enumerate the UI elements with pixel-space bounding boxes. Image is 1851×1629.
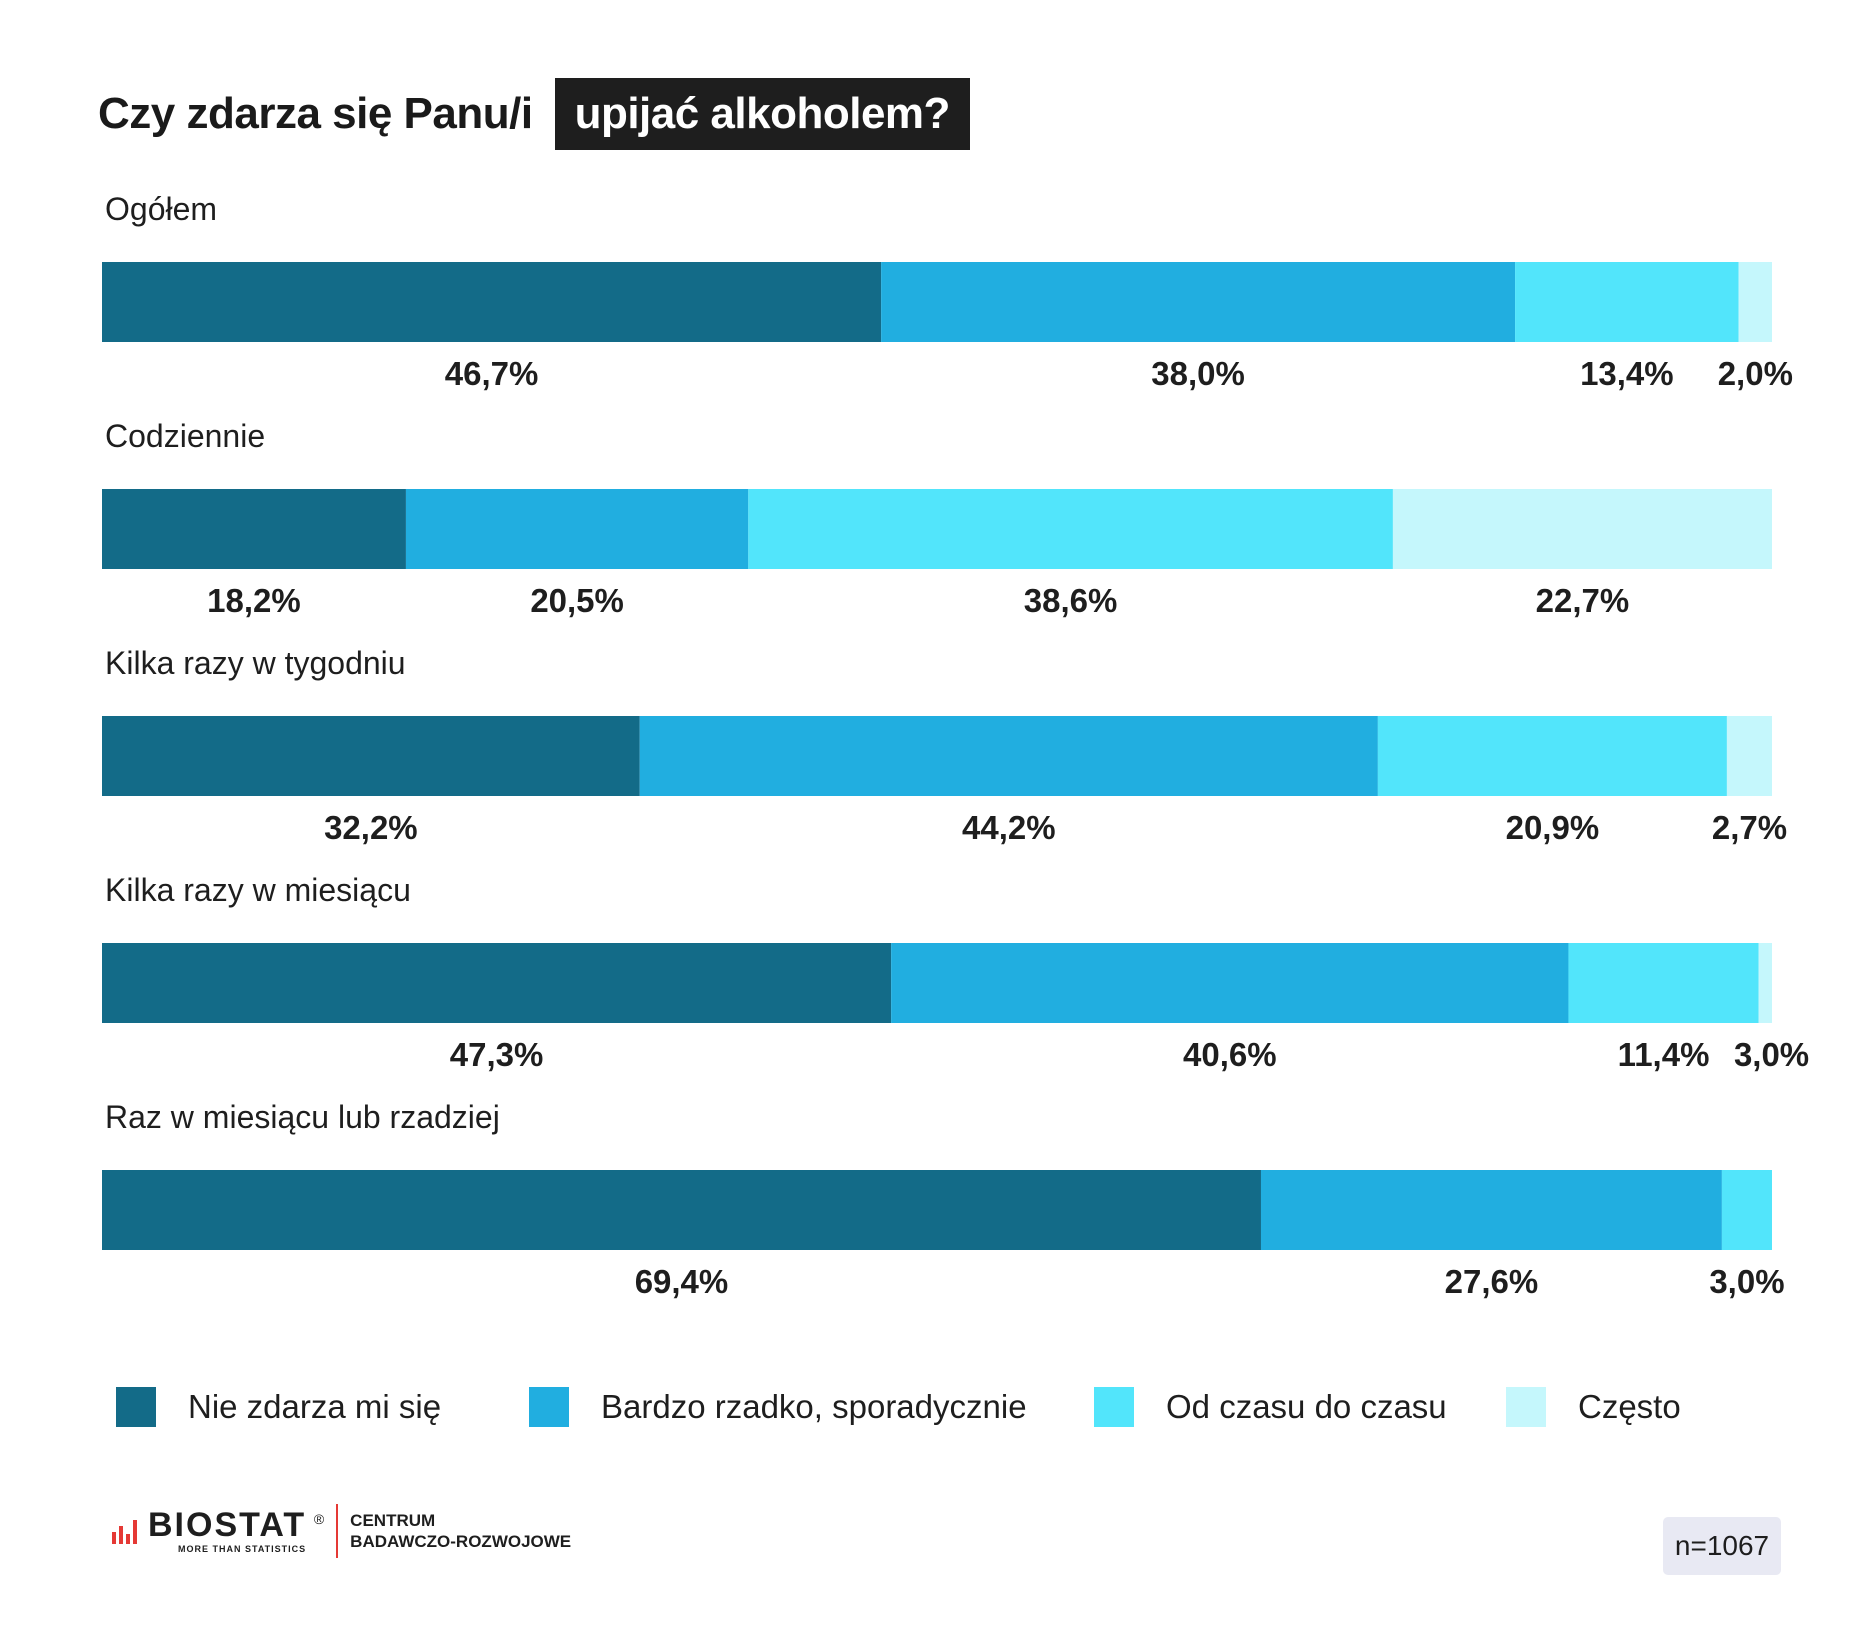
biostat-logo: BIOSTAT ® MORE THAN STATISTICS CENTRUM B… [112, 1500, 571, 1562]
bar-segment-codziennie-0 [102, 489, 406, 569]
legend-swatch-od-czasu [1094, 1387, 1134, 1427]
legend-swatch-czesto [1506, 1387, 1546, 1427]
stacked-bar-chart: Ogółem 46,7% 38,0% 13,4% 2,0% Codziennie 18,2%… [102, 191, 1809, 1300]
footer-subtitle: CENTRUM BADAWCZO-ROZWOJOWE [350, 1510, 571, 1552]
value-label-og-em-0: 46,7% [445, 355, 539, 392]
bar-segment-kilka-razy-w-miesi-cu-1 [891, 943, 1569, 1023]
bar-chart-icon [112, 1518, 140, 1544]
value-label-kilka-razy-w-tygodniu-3: 2,7% [1712, 809, 1787, 846]
legend-swatch-bardzo-rzadko [529, 1387, 569, 1427]
value-label-kilka-razy-w-miesi-cu-3: 3,0% [1734, 1036, 1809, 1073]
category-label-kilka-razy-w-tygodniu: Kilka razy w tygodniu [105, 645, 406, 681]
value-label-og-em-3: 2,0% [1718, 355, 1793, 392]
bar-segment-og-em-2 [1515, 262, 1739, 342]
legend-item-bardzo-rzadko: Bardzo rzadko, sporadycznie [529, 1384, 1027, 1430]
value-label-codziennie-0: 18,2% [207, 582, 301, 619]
value-label-raz-w-miesi-cu-lub-rzadziej-0: 69,4% [635, 1263, 729, 1300]
footer-subtitle-line2: BADAWCZO-ROZWOJOWE [350, 1532, 572, 1551]
bar-segment-og-em-1 [881, 262, 1516, 342]
value-label-kilka-razy-w-tygodniu-2: 20,9% [1506, 809, 1600, 846]
brand-text: BIOSTAT [148, 1506, 307, 1544]
bar-segment-og-em-0 [102, 262, 882, 342]
category-label-kilka-razy-w-miesi-cu: Kilka razy w miesiącu [105, 872, 411, 908]
value-label-codziennie-1: 20,5% [530, 582, 624, 619]
category-label-raz-w-miesi-cu-lub-rzadziej: Raz w miesiącu lub rzadziej [105, 1099, 500, 1135]
legend-label-bardzo-rzadko: Bardzo rzadko, sporadycznie [601, 1388, 1027, 1425]
bar-segment-kilka-razy-w-tygodniu-1 [639, 716, 1378, 796]
title-highlight: upijać alkoholem? [554, 78, 970, 150]
value-label-codziennie-2: 38,6% [1024, 582, 1118, 619]
legend-item-nie-zdarza: Nie zdarza mi się [116, 1384, 441, 1430]
brand: BIOSTAT ® MORE THAN STATISTICS [148, 1506, 324, 1554]
bar-segment-kilka-razy-w-tygodniu-3 [1726, 716, 1772, 796]
bar-segment-kilka-razy-w-miesi-cu-3 [1758, 943, 1772, 1023]
value-label-og-em-2: 13,4% [1580, 355, 1674, 392]
bar-segment-kilka-razy-w-miesi-cu-0 [102, 943, 892, 1023]
legend-label-od-czasu: Od czasu do czasu [1166, 1388, 1447, 1425]
value-label-codziennie-3: 22,7% [1536, 582, 1630, 619]
bar-segment-raz-w-miesi-cu-lub-rzadziej-1 [1260, 1170, 1722, 1250]
brand-tagline: MORE THAN STATISTICS [178, 1544, 307, 1554]
legend-item-czesto: Często [1506, 1384, 1681, 1430]
value-label-og-em-1: 38,0% [1151, 355, 1245, 392]
footer-divider [336, 1504, 339, 1558]
category-label-og-em: Ogółem [105, 191, 217, 227]
legend-item-od-czasu: Od czasu do czasu [1094, 1384, 1447, 1430]
title-main: Czy zdarza się Panu/i [98, 89, 533, 138]
value-label-kilka-razy-w-miesi-cu-1: 40,6% [1183, 1036, 1277, 1073]
bar-segment-kilka-razy-w-tygodniu-0 [102, 716, 640, 796]
value-label-kilka-razy-w-tygodniu-1: 44,2% [962, 809, 1056, 846]
bar-segment-kilka-razy-w-miesi-cu-2 [1568, 943, 1759, 1023]
legend: Nie zdarza mi się Bardzo rzadko, sporady… [116, 1384, 1766, 1430]
value-label-kilka-razy-w-tygodniu-0: 32,2% [324, 809, 418, 846]
footer-subtitle-line1: CENTRUM [350, 1511, 436, 1530]
legend-label-czesto: Często [1578, 1388, 1681, 1425]
sample-size-badge: n=1067 [1663, 1517, 1781, 1575]
legend-swatch-nie-zdarza [116, 1387, 156, 1427]
brand-name: BIOSTAT ® [148, 1506, 324, 1544]
value-label-kilka-razy-w-miesi-cu-2: 11,4% [1618, 1036, 1710, 1073]
registered-mark: ® [313, 1511, 325, 1527]
value-label-kilka-razy-w-miesi-cu-0: 47,3% [450, 1036, 544, 1073]
bar-segment-codziennie-1 [405, 489, 749, 569]
bar-segment-raz-w-miesi-cu-lub-rzadziej-2 [1721, 1170, 1772, 1250]
legend-label-nie-zdarza: Nie zdarza mi się [188, 1388, 442, 1425]
category-label-codziennie: Codziennie [105, 418, 265, 454]
bar-segment-codziennie-2 [748, 489, 1393, 569]
value-label-raz-w-miesi-cu-lub-rzadziej-2: 3,0% [1709, 1263, 1784, 1300]
bar-segment-kilka-razy-w-tygodniu-2 [1377, 716, 1727, 796]
value-label-raz-w-miesi-cu-lub-rzadziej-1: 27,6% [1445, 1263, 1539, 1300]
bar-segment-og-em-3 [1738, 262, 1772, 342]
bar-segment-codziennie-3 [1392, 489, 1772, 569]
chart-title: Czy zdarza się Panu/i upijać alkoholem? [98, 78, 970, 150]
bar-segment-raz-w-miesi-cu-lub-rzadziej-0 [102, 1170, 1261, 1250]
